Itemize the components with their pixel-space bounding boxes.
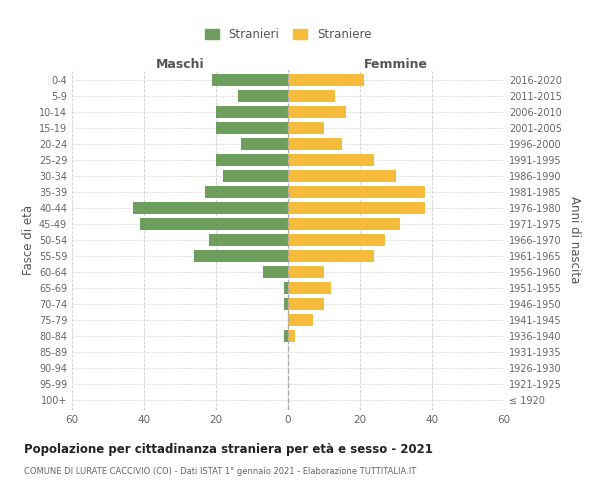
Bar xyxy=(288,106,346,118)
Text: Maschi: Maschi xyxy=(155,58,205,71)
Legend: Stranieri, Straniere: Stranieri, Straniere xyxy=(205,28,371,42)
Y-axis label: Fasce di età: Fasce di età xyxy=(22,205,35,275)
Bar xyxy=(241,138,288,150)
Bar xyxy=(288,186,425,198)
Bar xyxy=(209,234,288,246)
Bar xyxy=(288,282,331,294)
Bar xyxy=(288,266,324,278)
Bar xyxy=(288,250,374,262)
Text: Popolazione per cittadinanza straniera per età e sesso - 2021: Popolazione per cittadinanza straniera p… xyxy=(24,442,433,456)
Bar xyxy=(216,122,288,134)
Bar xyxy=(284,330,288,342)
Text: COMUNE DI LURATE CACCIVIO (CO) - Dati ISTAT 1° gennaio 2021 - Elaborazione TUTTI: COMUNE DI LURATE CACCIVIO (CO) - Dati IS… xyxy=(24,468,416,476)
Bar xyxy=(238,90,288,102)
Bar xyxy=(288,202,425,214)
Bar xyxy=(288,234,385,246)
Bar xyxy=(263,266,288,278)
Bar xyxy=(288,218,400,230)
Bar xyxy=(288,122,324,134)
Bar xyxy=(133,202,288,214)
Bar xyxy=(140,218,288,230)
Bar xyxy=(288,138,342,150)
Bar xyxy=(288,314,313,326)
Bar xyxy=(284,298,288,310)
Y-axis label: Anni di nascita: Anni di nascita xyxy=(568,196,581,284)
Bar xyxy=(216,106,288,118)
Text: Femmine: Femmine xyxy=(364,58,428,71)
Bar xyxy=(194,250,288,262)
Bar xyxy=(205,186,288,198)
Bar xyxy=(223,170,288,182)
Bar xyxy=(212,74,288,86)
Bar xyxy=(284,282,288,294)
Bar xyxy=(288,154,374,166)
Bar xyxy=(288,170,396,182)
Bar xyxy=(288,74,364,86)
Bar xyxy=(288,298,324,310)
Bar xyxy=(288,330,295,342)
Bar xyxy=(288,90,335,102)
Bar xyxy=(216,154,288,166)
